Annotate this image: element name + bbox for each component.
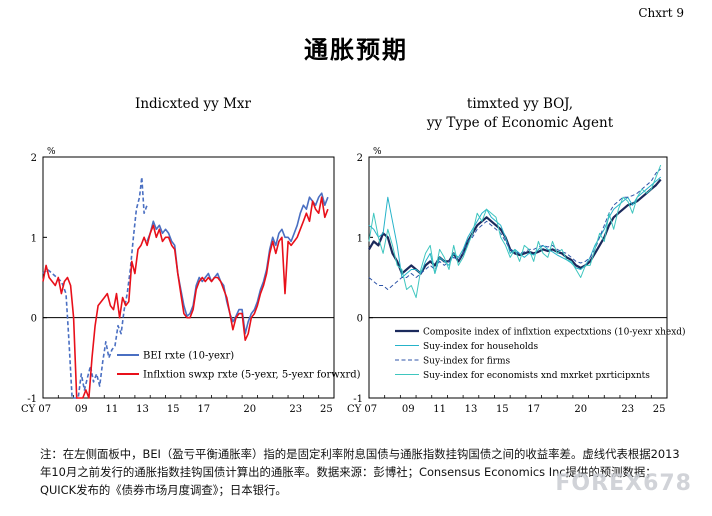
chart-number: Chxrt 9 [638, 6, 684, 20]
right-xtick-label-2: 11 [433, 404, 446, 415]
page-title: 通胀预期 [304, 36, 408, 64]
left-xtick-label-7: 23 [289, 404, 302, 415]
footnote: 注：在左侧面板中，BEI（盈亏平衡通胀率）指的是固定利率附息国债与通胀指数挂钩国… [40, 447, 680, 497]
left-ytick-label-3: -1 [27, 394, 37, 405]
right-panel-title-line-2: yy Type of Economic Agent [426, 115, 614, 131]
left-xtick-label-2: 11 [106, 404, 119, 415]
right-legend-label-1: Suy-index for households [423, 342, 539, 352]
right-ytick-label-0: 2 [357, 153, 363, 164]
right-xtick-label-1: 09 [402, 404, 415, 415]
left-ytick-label-2: 0 [31, 314, 37, 325]
left-xtick-label-1: 09 [75, 404, 88, 415]
left-xtick-label-5: 17 [197, 404, 210, 415]
left-xtick-label-3: 13 [136, 404, 149, 415]
left-xtick-label-8: 25 [320, 404, 333, 415]
right-panel-title-line-1: timxted yy BOJ, [466, 96, 574, 112]
right-y-axis-label: % [373, 147, 382, 157]
right-xtick-label-3: 13 [465, 404, 478, 415]
right-legend-label-2: Suy-index for firms [423, 357, 511, 367]
right-ytick-label-1: 1 [357, 233, 363, 244]
right-plot-frame [368, 156, 668, 399]
right-series-line-3 [368, 164, 662, 299]
left-xtick-label-4: 15 [167, 404, 180, 415]
left-xtick-label-0: CY 07 [21, 404, 51, 415]
right-xtick-label-6: 20 [574, 404, 587, 415]
left-series-line-2 [42, 196, 329, 399]
left-series-line-1 [42, 176, 148, 399]
right-xtick-label-8: 25 [653, 404, 666, 415]
left-y-axis-label: % [47, 147, 56, 157]
right-legend-label-0: Composite index of inflxtion expectxtion… [423, 327, 686, 338]
right-xtick-label-4: 15 [496, 404, 509, 415]
left-ytick-label-0: 2 [31, 153, 37, 164]
left-legend-label-2: Inflxtion swxp rxte (5-yexr, 5-yexr forw… [143, 370, 361, 381]
right-xtick-label-5: 17 [527, 404, 540, 415]
right-xtick-label-0: CY 07 [347, 404, 377, 415]
left-xtick-label-6: 20 [243, 404, 256, 415]
left-series-line-0 [146, 192, 329, 335]
right-series-line-0 [368, 178, 662, 275]
watermark: FOREX678 [555, 471, 692, 496]
right-xtick-label-7: 23 [621, 404, 634, 415]
right-ytick-label-2: 0 [357, 314, 363, 325]
right-legend-label-3: Suy-index for economists xnd mxrket pxrt… [423, 371, 650, 381]
right-series-line-2 [368, 168, 662, 290]
left-panel-title: Indicxted yy Mxr [135, 96, 251, 112]
right-series-line-1 [368, 176, 662, 278]
right-ytick-label-3: -1 [353, 394, 363, 405]
left-ytick-label-1: 1 [31, 233, 37, 244]
left-legend-label-0: BEI rxte (10-yexr) [143, 351, 234, 362]
left-plot-frame [42, 156, 335, 399]
right-panel-title: timxted yy BOJ, yy Type of Economic Agen… [372, 95, 668, 133]
